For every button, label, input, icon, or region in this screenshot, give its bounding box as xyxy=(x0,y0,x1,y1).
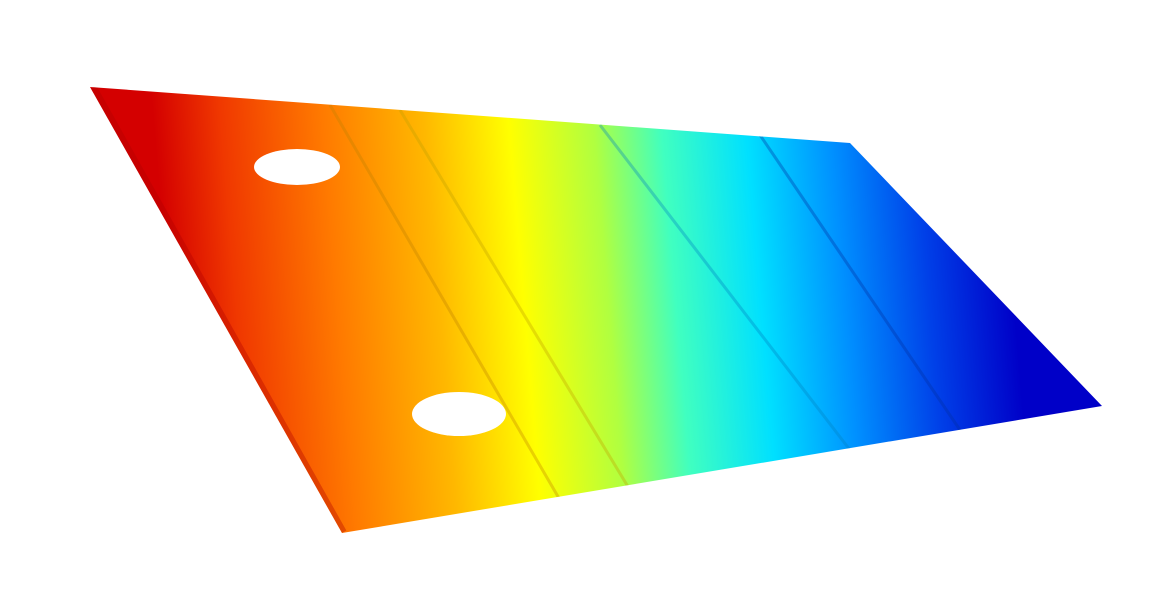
streak xyxy=(758,134,962,431)
streak xyxy=(598,124,852,451)
streak xyxy=(398,109,632,491)
streak xyxy=(328,104,562,501)
hole xyxy=(254,149,340,185)
surface-streaks xyxy=(90,87,962,533)
surface xyxy=(90,87,1102,533)
hole xyxy=(412,392,506,436)
streak xyxy=(90,87,347,533)
